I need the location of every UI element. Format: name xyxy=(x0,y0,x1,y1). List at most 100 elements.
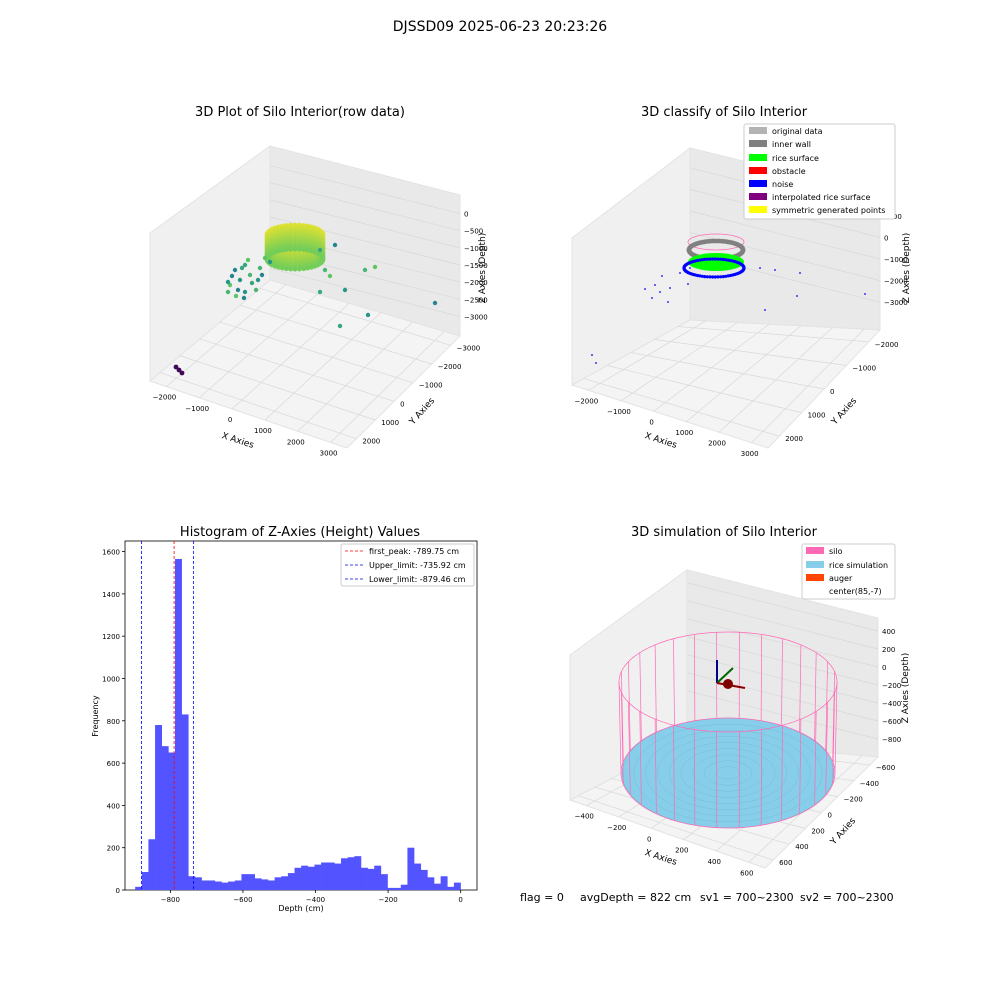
raw-plot-title: 3D Plot of Silo Interior(row data) xyxy=(195,105,405,120)
simulation-plot-z-ticks: 400 200 0 −200 −400 −600 −800 xyxy=(882,628,901,744)
y-tick-label: 0 xyxy=(828,812,832,820)
x-tick-label: 400 xyxy=(708,858,721,866)
raw-data-point xyxy=(288,266,293,272)
raw-data-point xyxy=(432,300,438,306)
x-grid-line xyxy=(199,293,318,399)
raw-data-point xyxy=(305,265,311,271)
noise-point xyxy=(644,288,646,290)
histogram-bar xyxy=(387,887,395,890)
histogram-bar xyxy=(281,876,289,890)
noise-point xyxy=(708,257,712,261)
histogram-bar xyxy=(194,877,202,890)
legend-label-center: center(85,-7) xyxy=(829,587,882,596)
y-grid-line xyxy=(607,365,802,413)
histogram-bar xyxy=(188,876,196,890)
y-tick-label: 600 xyxy=(107,760,120,768)
y-tick-label: −200 xyxy=(844,796,863,804)
raw-data-point xyxy=(237,277,243,283)
raw-data-3d-plot: 3D Plot of Silo Interior(row data) −2000… xyxy=(149,105,488,457)
silo-wall-line xyxy=(693,634,696,721)
raw-data-point xyxy=(233,293,239,299)
silo-wall-line xyxy=(654,644,657,733)
classified-plot-y-ticks: −2000 −1000 0 1000 2000 xyxy=(785,341,898,443)
histogram-bar xyxy=(155,725,163,890)
raw-data-point xyxy=(317,289,323,295)
raw-plot-y-ticks: −3000 −2000 −1000 0 1000 2000 xyxy=(362,344,480,445)
silo-wall-line xyxy=(673,725,675,821)
legend-swatch-rice-simulation xyxy=(806,561,824,568)
raw-data-point xyxy=(372,264,378,270)
noise-point xyxy=(774,269,776,271)
histogram-bar xyxy=(407,847,415,890)
footer-flag: flag = 0 xyxy=(520,891,564,904)
raw-data-point xyxy=(179,370,185,376)
histogram-bar xyxy=(248,874,255,890)
noise-point xyxy=(724,274,728,278)
x-tick-label: 200 xyxy=(675,847,688,855)
rice-simulation-contour xyxy=(704,760,752,786)
footer-sv2: sv2 = 700~2300 xyxy=(800,891,894,904)
legend-label-rice-simulation: rice simulation xyxy=(829,561,888,570)
x-tick-label: 2000 xyxy=(287,438,305,446)
simulation-plot-title: 3D simulation of Silo Interior xyxy=(631,525,818,540)
noise-point xyxy=(796,295,798,297)
noise-point xyxy=(705,257,709,261)
raw-data-point xyxy=(262,255,268,261)
rice-surface-point xyxy=(688,253,744,271)
raw-data-point xyxy=(267,259,273,265)
raw-data-point xyxy=(253,287,259,293)
z-grid-line xyxy=(269,199,461,249)
silo-wall-line xyxy=(825,661,828,751)
classified-plot-y-label: Y Axies xyxy=(829,396,859,428)
raw-data-point xyxy=(332,242,338,248)
histogram-bar xyxy=(161,746,169,890)
histogram-bar xyxy=(414,863,422,890)
z-tick-label: −1000 xyxy=(464,245,488,253)
histogram-bar xyxy=(168,752,176,890)
silo-wall-line xyxy=(832,671,835,762)
raw-data-point xyxy=(276,248,281,254)
x-tick-label: −200 xyxy=(378,896,397,904)
z-grid-line xyxy=(269,165,461,214)
noise-point xyxy=(703,275,707,279)
histogram-bar xyxy=(135,886,143,890)
noise-point xyxy=(724,258,728,262)
histogram-bar xyxy=(261,879,269,890)
simulation-plot-x-ticks: −400 −200 0 200 400 600 xyxy=(575,813,754,878)
x-tick-label: 2000 xyxy=(708,439,726,447)
y-tick-label: −600 xyxy=(876,764,895,772)
silo-wall-line xyxy=(654,719,657,814)
z-tick-label: −3000 xyxy=(884,299,908,307)
y-grid-line xyxy=(159,372,357,439)
x-tick-label: −200 xyxy=(607,824,626,832)
silo-wall-line xyxy=(781,638,783,726)
z-tick-label: 0 xyxy=(464,211,468,219)
x-tick-label: −400 xyxy=(306,896,325,904)
noise-point xyxy=(721,257,725,261)
z-tick-label: −1000 xyxy=(884,256,908,264)
histogram-bar xyxy=(274,877,282,890)
rice-simulation-contour xyxy=(657,736,799,810)
z-tick-label: −1500 xyxy=(464,262,488,270)
x-tick-label: 0 xyxy=(649,418,653,426)
z-grid-line xyxy=(687,654,879,704)
y-tick-label: 2000 xyxy=(362,438,380,446)
x-grid-line xyxy=(231,303,350,410)
histogram-bar xyxy=(327,862,335,890)
raw-data-point xyxy=(242,289,248,295)
noise-point xyxy=(654,284,656,286)
histogram-y-ticks: 0 200 400 600 800 1000 1200 1400 1600 xyxy=(102,549,125,895)
silo-wall-line xyxy=(673,638,675,726)
z-grid-line xyxy=(687,636,879,686)
histogram-bar xyxy=(294,867,302,890)
silo-wall-line xyxy=(628,661,631,751)
z-grid-line xyxy=(687,690,879,740)
silo-wall-line xyxy=(781,725,783,821)
legend-label-obstacle: obstacle xyxy=(772,167,806,176)
legend-label-auger: auger xyxy=(829,574,853,583)
silo-wall-line xyxy=(693,729,696,826)
legend-label-upper-limit: Upper_limit: -735.92 cm xyxy=(369,561,466,570)
y-tick-label: 1000 xyxy=(102,675,120,683)
silo-wall-line xyxy=(639,652,642,741)
silo-wall-line xyxy=(799,644,802,733)
